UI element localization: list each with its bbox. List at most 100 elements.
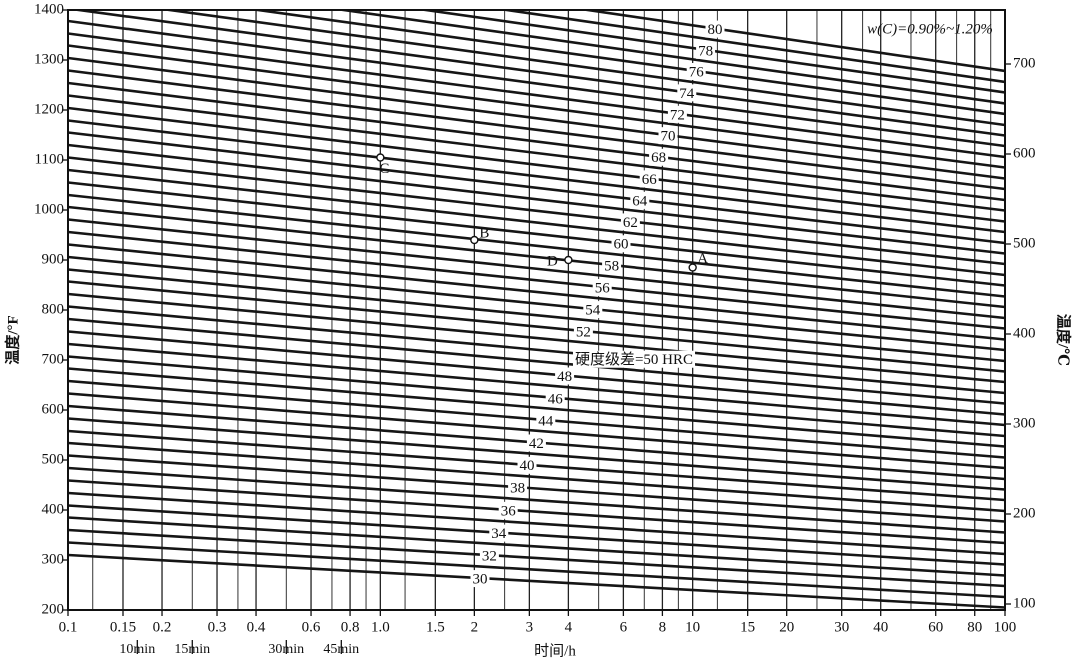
y-tick-label: 600 [42, 401, 65, 417]
line-label: 70 [661, 129, 676, 145]
line-label: 40 [520, 458, 535, 474]
label-bg [620, 213, 640, 231]
hardness-line [68, 106, 1005, 223]
point-label: B [479, 225, 489, 241]
line-label: 硬度级差=50 HRC [575, 351, 693, 368]
line-label: 56 [595, 280, 611, 296]
x-tick-label: 0.3 [208, 619, 227, 635]
label-bg [508, 479, 528, 497]
x-tick-label: 0.8 [341, 619, 360, 635]
line-label: 54 [585, 303, 601, 319]
label-bg [479, 547, 499, 565]
hardness-line [68, 205, 1005, 309]
hardness-line [68, 143, 1005, 255]
y2-tick-label: 500 [1013, 235, 1036, 251]
x-tick2-label: 15min [174, 642, 210, 657]
hardness-line [68, 255, 1005, 352]
line-label: 30 [473, 572, 488, 588]
x-tick2-label: 10min [119, 642, 155, 657]
hardness-line [68, 417, 1005, 491]
hardness-line [248, 10, 1005, 116]
hardness-line [68, 330, 1005, 416]
label-bg [696, 41, 716, 59]
hardness-line [68, 168, 1005, 277]
y-tick-label: 700 [42, 351, 65, 367]
hardness-line [68, 156, 1005, 266]
line-label: 74 [679, 86, 695, 102]
x-tick2-label: 45min [323, 642, 359, 657]
label-bg [498, 501, 518, 519]
hardness-line [68, 441, 1005, 513]
hardness-line [68, 317, 1005, 405]
label-bg [517, 456, 537, 474]
label-bg [649, 148, 669, 166]
hardness-line [69, 10, 1005, 137]
y2-axis-title: 温度/℃ [1055, 314, 1073, 366]
y-tick-label: 900 [42, 251, 65, 267]
x-axis-title: 时间/h [534, 642, 576, 659]
label-bg [545, 389, 565, 407]
hardness-line [68, 305, 1005, 395]
hardness-line [68, 230, 1005, 330]
hardness-line [334, 10, 1005, 105]
hardness-line [498, 10, 1005, 84]
x-tick-label: 80 [967, 619, 982, 635]
hardness-line [68, 392, 1005, 470]
hardness-line [68, 181, 1005, 287]
hardness-line [68, 94, 1005, 212]
point [470, 235, 479, 245]
x-tick-label: 15 [740, 619, 755, 635]
line-label: 80 [708, 22, 723, 38]
hardness-line [68, 218, 1005, 320]
label-bg [639, 170, 659, 188]
hardness-line [68, 19, 1005, 148]
line-label: 68 [651, 150, 666, 166]
line-label: 34 [491, 526, 507, 542]
x-tick-label: 100 [994, 619, 1017, 635]
line-label: 58 [604, 258, 619, 274]
point [564, 255, 573, 265]
y2-tick-label: 200 [1013, 505, 1036, 521]
point-label: C [379, 161, 389, 177]
points: A B C D [376, 153, 708, 272]
y-tick-label: 300 [42, 551, 65, 567]
line-label: 76 [689, 64, 705, 80]
x-tick-label: 4 [565, 619, 573, 635]
x-tick-label: 1.5 [426, 619, 445, 635]
hardness-line [416, 10, 1005, 94]
label-bg [630, 191, 650, 209]
hardness-line [68, 81, 1005, 202]
x-tick-label: 30 [834, 619, 849, 635]
y2-tick-label: 300 [1013, 415, 1036, 431]
label-bg [667, 105, 687, 123]
label-bg [470, 570, 490, 588]
hardness-line [68, 553, 1005, 609]
annotation: w(C)=0.90%~1.20% [867, 21, 993, 37]
x-tick-label: 60 [928, 619, 943, 635]
x-tick-label: 6 [620, 619, 628, 635]
hardness-line [68, 491, 1005, 556]
x-tick-label: 0.6 [302, 619, 321, 635]
point [376, 153, 385, 162]
y-tick-label: 1300 [34, 51, 64, 67]
y-tick-label: 200 [42, 601, 65, 617]
hardness-line [68, 479, 1005, 545]
label-bg [592, 279, 612, 297]
x-tick-label: 20 [779, 619, 794, 635]
line-label: 60 [614, 237, 629, 253]
x-tick-label: 1.0 [371, 619, 390, 635]
hardness-line [160, 10, 1005, 127]
label-bg [572, 350, 696, 368]
label-bg [573, 323, 593, 341]
hardness-line [68, 454, 1005, 523]
y2-tick-label: 100 [1013, 595, 1036, 611]
line-label: 66 [642, 172, 658, 188]
x-tick-label: 40 [873, 619, 888, 635]
hardness-line [68, 119, 1005, 234]
y2-tick-label: 700 [1013, 55, 1036, 71]
hardness-line [68, 466, 1005, 534]
y-axis-title: 温度/°F [3, 315, 21, 364]
x-tick-label: 0.4 [247, 619, 266, 635]
